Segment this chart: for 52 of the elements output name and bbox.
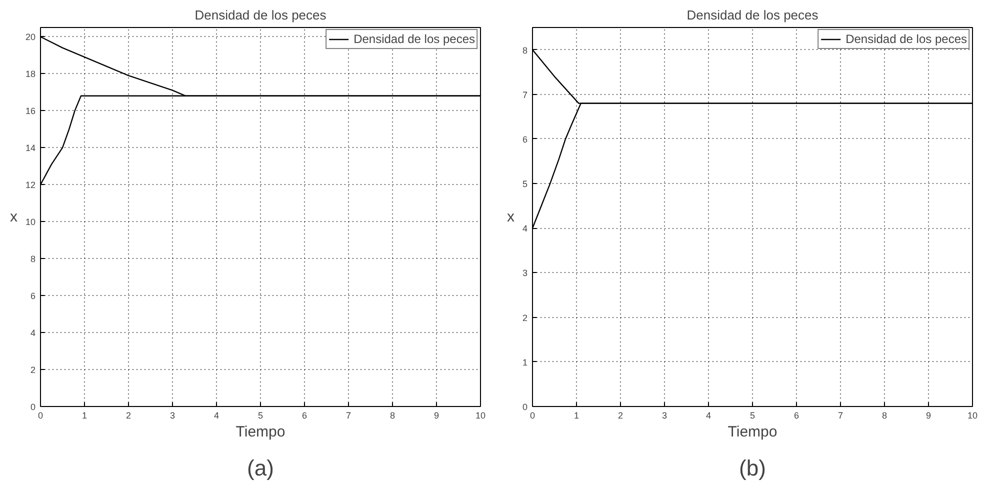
y-tick-label: 8 <box>522 45 528 56</box>
y-tick-label: 4 <box>522 224 528 234</box>
x-tick-label: 5 <box>750 410 756 420</box>
y-tick-label: 2 <box>522 312 528 323</box>
y-tick-label: 0 <box>522 402 528 412</box>
y-tick-label: 14 <box>25 143 36 154</box>
text: (b) <box>739 456 766 480</box>
y-tick-label: 6 <box>522 134 528 144</box>
y-tick-label: 1 <box>522 357 528 368</box>
x-tick-label: 0 <box>38 410 44 420</box>
chart-title: Densidad de los peces <box>194 8 327 22</box>
y-tick-label: 20 <box>25 32 36 42</box>
x-tick-label: 9 <box>434 410 440 420</box>
y-tick-label: 7 <box>522 90 528 100</box>
x-axis-title: Tiempo <box>728 424 778 440</box>
x-tick-label: 9 <box>926 410 932 420</box>
x-tick-label: 7 <box>838 410 844 420</box>
y-tick-label: 3 <box>522 268 528 278</box>
text: (a) <box>247 456 274 480</box>
x-tick-label: 1 <box>574 410 580 420</box>
y-tick-label: 0 <box>30 402 36 412</box>
x-tick-label: 4 <box>214 410 220 420</box>
x-tick-label: 6 <box>794 410 800 420</box>
y-tick-label: 5 <box>522 179 528 190</box>
chart-title: Densidad de los peces <box>686 8 819 22</box>
x-tick-label: 3 <box>662 410 668 420</box>
x-tick-label: 0 <box>530 410 536 420</box>
x-tick-label: 7 <box>346 410 352 420</box>
y-axis-title: x <box>506 208 515 226</box>
x-tick-label: 1 <box>82 410 88 420</box>
x-tick-label: 10 <box>475 410 486 420</box>
y-tick-label: 6 <box>30 291 36 302</box>
x-tick-label: 2 <box>126 410 132 420</box>
x-tick-label: 8 <box>390 410 396 420</box>
legend-label: Densidad de los peces <box>846 32 967 46</box>
y-tick-label: 18 <box>25 69 36 80</box>
y-tick-label: 10 <box>25 217 36 228</box>
y-tick-label: 12 <box>25 180 36 190</box>
x-tick-label: 10 <box>967 410 978 420</box>
y-tick-label: 8 <box>30 254 36 264</box>
y-tick-label: 16 <box>25 106 36 116</box>
x-tick-label: 4 <box>706 410 712 420</box>
x-tick-label: 5 <box>258 410 264 420</box>
y-tick-label: 4 <box>30 328 36 338</box>
x-tick-label: 6 <box>302 410 308 420</box>
legend-label: Densidad de los peces <box>354 32 475 46</box>
x-tick-label: 2 <box>618 410 624 420</box>
x-tick-label: 3 <box>170 410 176 420</box>
y-tick-label: 2 <box>30 365 36 376</box>
y-axis-title: x <box>10 208 18 226</box>
x-tick-label: 8 <box>882 410 888 420</box>
x-axis-title: Tiempo <box>236 424 286 440</box>
